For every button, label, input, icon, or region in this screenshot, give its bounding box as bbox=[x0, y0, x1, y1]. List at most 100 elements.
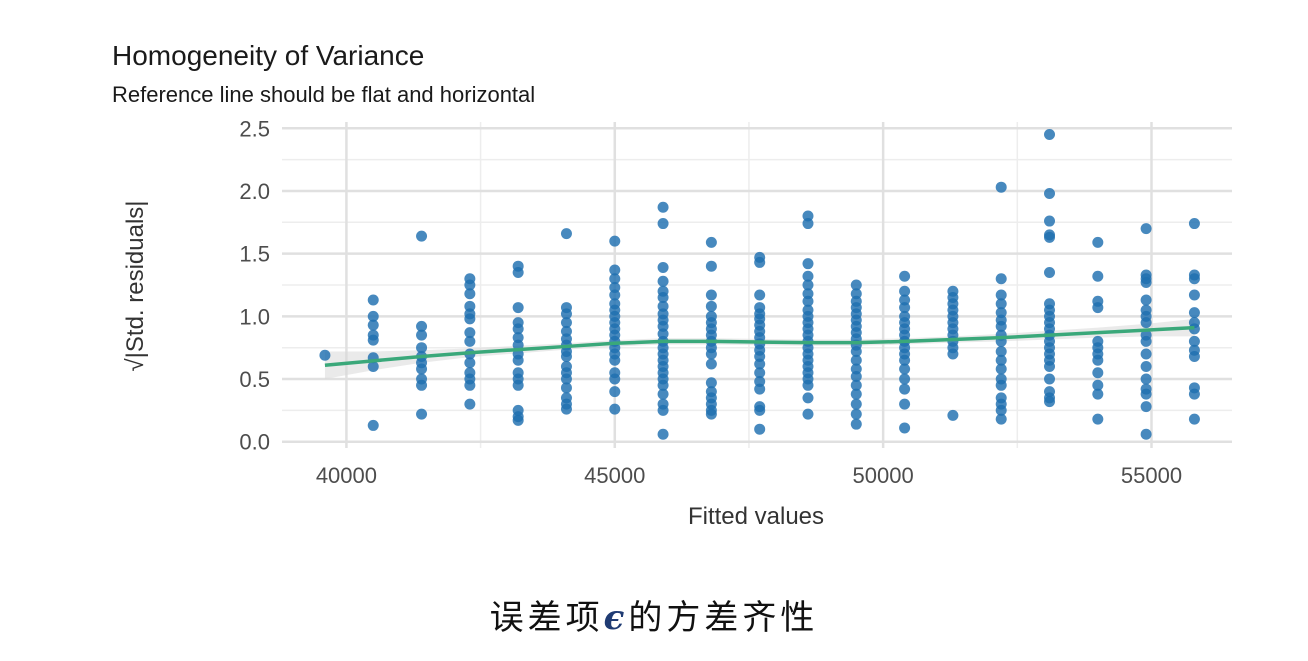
data-point bbox=[995, 320, 1007, 332]
data-point bbox=[899, 373, 911, 385]
data-point bbox=[657, 320, 669, 332]
reference-line-path bbox=[324, 325, 1195, 367]
data-point bbox=[416, 342, 428, 354]
data-point bbox=[367, 310, 379, 322]
data-point bbox=[802, 295, 814, 307]
homogeneity-chart: Homogeneity of Variance Reference line s… bbox=[112, 40, 1232, 530]
data-point bbox=[1140, 335, 1152, 347]
data-point bbox=[512, 323, 524, 335]
data-point bbox=[1188, 413, 1200, 425]
data-point bbox=[657, 261, 669, 273]
data-point bbox=[1140, 388, 1152, 400]
data-point bbox=[1140, 294, 1152, 306]
y-tick-label: 1.5 bbox=[239, 242, 270, 267]
y-axis: 0.0 0.5 1.0 1.5 2.0 2.5 bbox=[239, 116, 270, 454]
data-point bbox=[609, 235, 621, 247]
data-point bbox=[802, 288, 814, 300]
data-point bbox=[1044, 215, 1056, 227]
data-point bbox=[754, 289, 766, 301]
data-point bbox=[1188, 388, 1200, 400]
data-point bbox=[560, 350, 572, 362]
data-point bbox=[1140, 361, 1152, 372]
data-point bbox=[464, 327, 476, 339]
data-point bbox=[464, 335, 476, 347]
data-point bbox=[899, 302, 911, 314]
data-point bbox=[754, 358, 766, 370]
reference-line bbox=[324, 325, 1195, 367]
confidence-band-area bbox=[324, 318, 1195, 380]
data-point bbox=[1140, 348, 1152, 360]
data-point bbox=[850, 371, 862, 383]
plot-grid bbox=[282, 122, 1232, 448]
y-tick-label: 0.0 bbox=[239, 430, 270, 455]
data-point bbox=[1140, 317, 1152, 329]
data-point bbox=[899, 383, 911, 395]
data-point bbox=[947, 348, 959, 360]
data-point bbox=[657, 428, 669, 440]
data-point bbox=[705, 377, 717, 389]
data-point bbox=[1044, 361, 1056, 372]
data-point bbox=[1092, 354, 1104, 366]
data-point bbox=[995, 289, 1007, 301]
caption-text-after: 的方差齐性 bbox=[628, 598, 819, 638]
data-point bbox=[995, 273, 1007, 285]
data-point bbox=[802, 218, 814, 230]
data-point bbox=[705, 289, 717, 301]
data-point bbox=[705, 408, 717, 420]
data-point bbox=[416, 329, 428, 341]
caption-text-before: 误差项 bbox=[489, 598, 604, 638]
data-point bbox=[1092, 379, 1104, 391]
data-point bbox=[657, 379, 669, 391]
data-point bbox=[802, 408, 814, 420]
data-point bbox=[512, 302, 524, 314]
data-point bbox=[657, 292, 669, 304]
data-point bbox=[899, 270, 911, 282]
data-point bbox=[899, 363, 911, 375]
data-point bbox=[1140, 401, 1152, 413]
data-point bbox=[560, 403, 572, 415]
data-point bbox=[464, 379, 476, 391]
data-point bbox=[609, 264, 621, 276]
y-tick-label: 1.0 bbox=[239, 304, 270, 329]
data-point bbox=[609, 373, 621, 385]
figure-caption: 误差项ϵ的方差齐性 bbox=[0, 590, 1308, 639]
data-point bbox=[947, 409, 959, 421]
data-point bbox=[560, 382, 572, 394]
data-point bbox=[850, 288, 862, 300]
data-point bbox=[705, 300, 717, 312]
data-point bbox=[560, 228, 572, 240]
x-tick-label: 55000 bbox=[1121, 463, 1182, 488]
data-point bbox=[319, 349, 331, 361]
data-point bbox=[512, 414, 524, 426]
data-point bbox=[657, 218, 669, 230]
data-point bbox=[850, 418, 862, 430]
data-point bbox=[560, 308, 572, 320]
data-point bbox=[899, 285, 911, 297]
data-point bbox=[1044, 187, 1056, 199]
data-point bbox=[1044, 266, 1056, 278]
data-point bbox=[512, 354, 524, 366]
data-point bbox=[802, 270, 814, 282]
data-point bbox=[802, 279, 814, 291]
data-point bbox=[657, 388, 669, 400]
data-point bbox=[609, 282, 621, 294]
data-point bbox=[367, 319, 379, 331]
data-point bbox=[367, 294, 379, 306]
data-point bbox=[416, 230, 428, 242]
data-point bbox=[1044, 373, 1056, 385]
data-point bbox=[609, 273, 621, 285]
data-point bbox=[995, 307, 1007, 319]
data-point bbox=[609, 354, 621, 366]
data-point bbox=[1092, 236, 1104, 248]
chart-subtitle: Reference line should be flat and horizo… bbox=[112, 82, 535, 107]
data-point bbox=[657, 404, 669, 416]
data-point bbox=[367, 334, 379, 346]
data-point bbox=[995, 413, 1007, 425]
data-point bbox=[802, 210, 814, 222]
data-point bbox=[1188, 307, 1200, 319]
y-tick-label: 2.5 bbox=[239, 116, 270, 141]
data-point bbox=[995, 298, 1007, 310]
data-point bbox=[464, 357, 476, 369]
data-point bbox=[802, 258, 814, 270]
data-point bbox=[1044, 396, 1056, 408]
